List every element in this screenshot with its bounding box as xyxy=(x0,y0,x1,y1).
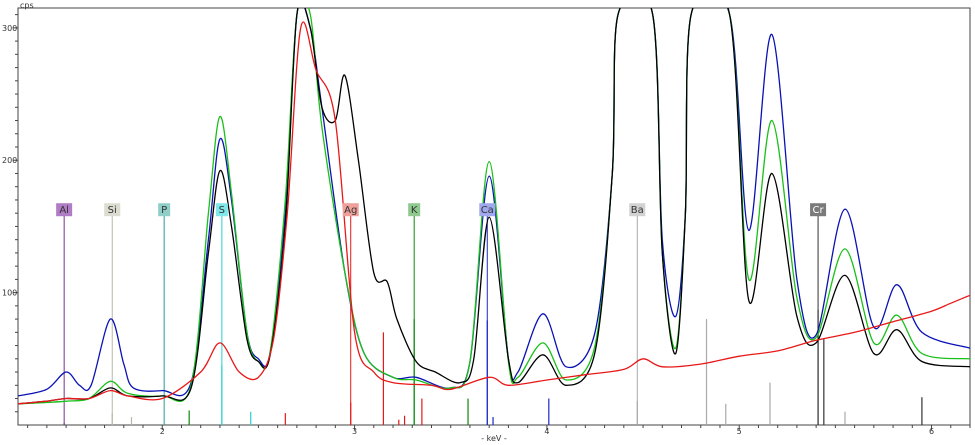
marker-box-p xyxy=(158,203,171,217)
marker-label-ba: Ba xyxy=(631,205,644,216)
element-marker-lines xyxy=(63,209,819,425)
x-tick-label-6: 6 xyxy=(929,427,934,436)
marker-box-k xyxy=(408,203,421,217)
y-tick-label-100: 100 xyxy=(2,289,17,298)
marker-box-ca xyxy=(479,203,496,217)
marker-label-s: S xyxy=(219,205,225,216)
marker-box-al xyxy=(56,203,73,217)
marker-k: K xyxy=(408,203,421,217)
x-tick-label-2: 2 xyxy=(160,427,165,436)
y-axis-label: cps xyxy=(20,1,34,10)
marker-si: Si xyxy=(104,203,121,217)
series-line-3 xyxy=(18,21,970,405)
marker-ca: Ca xyxy=(479,203,496,217)
marker-s: S xyxy=(215,203,228,217)
marker-box-s xyxy=(215,203,228,217)
marker-label-al: Al xyxy=(59,205,69,216)
marker-label-cr: Cr xyxy=(813,205,825,216)
marker-box-cr xyxy=(810,203,827,217)
series-line-0 xyxy=(18,8,970,397)
marker-box-si xyxy=(104,203,121,217)
y-tick-label-300: 300 xyxy=(2,24,17,33)
marker-al: Al xyxy=(56,203,73,217)
marker-label-ag: Ag xyxy=(344,205,357,216)
marker-label-si: Si xyxy=(108,205,117,216)
series-line-2 xyxy=(18,8,970,405)
x-tick-label-3: 3 xyxy=(352,427,357,436)
marker-label-p: P xyxy=(161,205,167,216)
y-tick-label-200: 200 xyxy=(2,156,17,165)
x-tick-label-5: 5 xyxy=(737,427,742,436)
series-line-1 xyxy=(18,8,970,405)
element-marker-labels: Al Si P S Ag K Ca Ba Cr xyxy=(56,203,827,217)
marker-cr: Cr xyxy=(810,203,827,217)
x-axis-label: - keV - xyxy=(481,434,507,443)
spectrum-series xyxy=(18,8,970,405)
marker-label-ca: Ca xyxy=(481,205,494,216)
marker-box-ba xyxy=(629,203,646,217)
axes: 2 3 4 5 6 100 200 300 xyxy=(2,14,971,436)
plot-area xyxy=(17,7,971,426)
marker-ag: Ag xyxy=(342,203,359,217)
marker-label-k: K xyxy=(411,205,418,216)
x-tick-label-4: 4 xyxy=(544,427,549,436)
marker-box-ag xyxy=(342,203,359,217)
marker-ba: Ba xyxy=(629,203,646,217)
marker-p: P xyxy=(158,203,171,217)
